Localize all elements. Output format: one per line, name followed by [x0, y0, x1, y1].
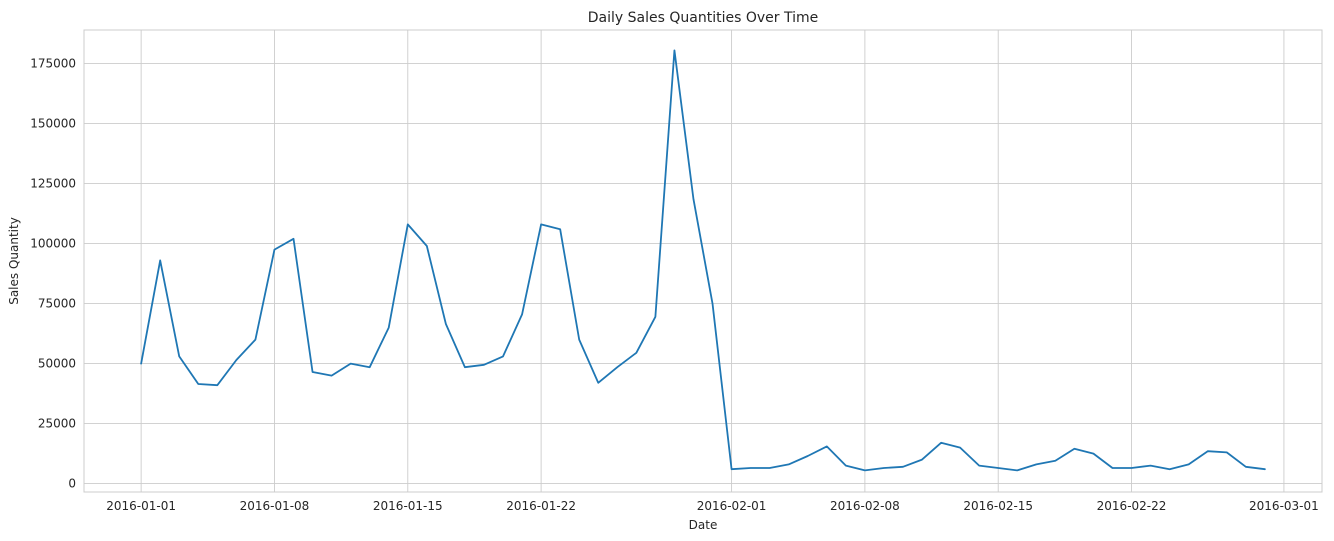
x-tick-label: 2016-02-08	[830, 499, 900, 513]
y-tick-label: 150000	[30, 117, 76, 131]
series-layer	[140, 49, 1266, 472]
y-tick-label: 100000	[30, 237, 76, 251]
x-tick-label: 2016-03-01	[1249, 499, 1319, 513]
y-tick-label: 0	[68, 477, 76, 491]
y-tick-label: 25000	[38, 417, 76, 431]
x-tick-label: 2016-01-22	[506, 499, 576, 513]
x-tick-label: 2016-02-01	[697, 499, 767, 513]
x-tick-label: 2016-01-01	[106, 499, 176, 513]
y-tick-label: 125000	[30, 177, 76, 191]
chart-title: Daily Sales Quantities Over Time	[588, 10, 818, 26]
y-tick-label: 175000	[30, 57, 76, 71]
x-tick-labels: 2016-01-01 2016-01-08 2016-01-15 2016-01-22…	[106, 499, 1319, 513]
y-tick-label: 75000	[38, 297, 76, 311]
x-axis-label: Date	[689, 518, 718, 532]
plot-frame	[83, 29, 1323, 493]
x-tick-label: 2016-02-22	[1097, 499, 1167, 513]
x-tick-label: 2016-02-15	[963, 499, 1033, 513]
sales-series-line	[140, 49, 1266, 472]
grid-lines	[84, 30, 1322, 492]
y-tick-label: 50000	[38, 357, 76, 371]
x-tick-label: 2016-01-08	[240, 499, 310, 513]
x-tick-label: 2016-01-15	[373, 499, 443, 513]
y-axis-label: Sales Quantity	[7, 217, 21, 305]
y-tick-labels: 0 25000 50000 75000 100000 125000 150000 175000	[30, 57, 76, 491]
